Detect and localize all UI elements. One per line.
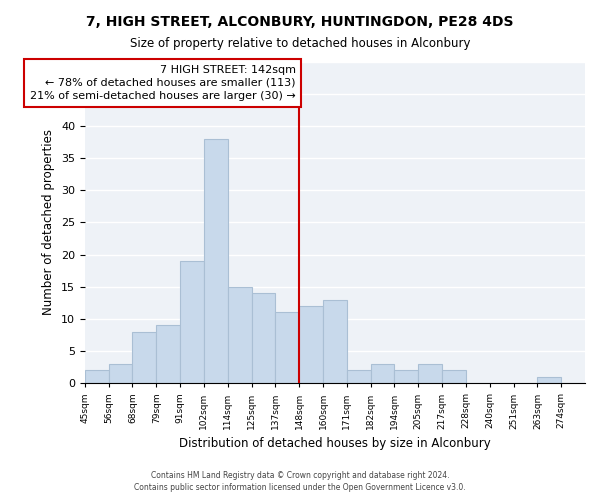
- Bar: [394, 370, 418, 384]
- Text: Contains HM Land Registry data © Crown copyright and database right 2024.
Contai: Contains HM Land Registry data © Crown c…: [134, 471, 466, 492]
- Bar: [180, 261, 204, 384]
- Bar: [323, 300, 347, 384]
- Bar: [85, 370, 109, 384]
- Bar: [538, 377, 561, 384]
- X-axis label: Distribution of detached houses by size in Alconbury: Distribution of detached houses by size …: [179, 437, 491, 450]
- Bar: [418, 364, 442, 384]
- Bar: [133, 332, 156, 384]
- Bar: [156, 326, 180, 384]
- Text: 7, HIGH STREET, ALCONBURY, HUNTINGDON, PE28 4DS: 7, HIGH STREET, ALCONBURY, HUNTINGDON, P…: [86, 15, 514, 29]
- Bar: [109, 364, 133, 384]
- Bar: [371, 364, 394, 384]
- Bar: [347, 370, 371, 384]
- Text: Size of property relative to detached houses in Alconbury: Size of property relative to detached ho…: [130, 38, 470, 51]
- Bar: [204, 138, 228, 384]
- Bar: [228, 286, 251, 384]
- Text: 7 HIGH STREET: 142sqm
← 78% of detached houses are smaller (113)
21% of semi-det: 7 HIGH STREET: 142sqm ← 78% of detached …: [30, 64, 296, 101]
- Bar: [251, 293, 275, 384]
- Bar: [442, 370, 466, 384]
- Bar: [275, 312, 299, 384]
- Bar: [299, 306, 323, 384]
- Y-axis label: Number of detached properties: Number of detached properties: [43, 130, 55, 316]
